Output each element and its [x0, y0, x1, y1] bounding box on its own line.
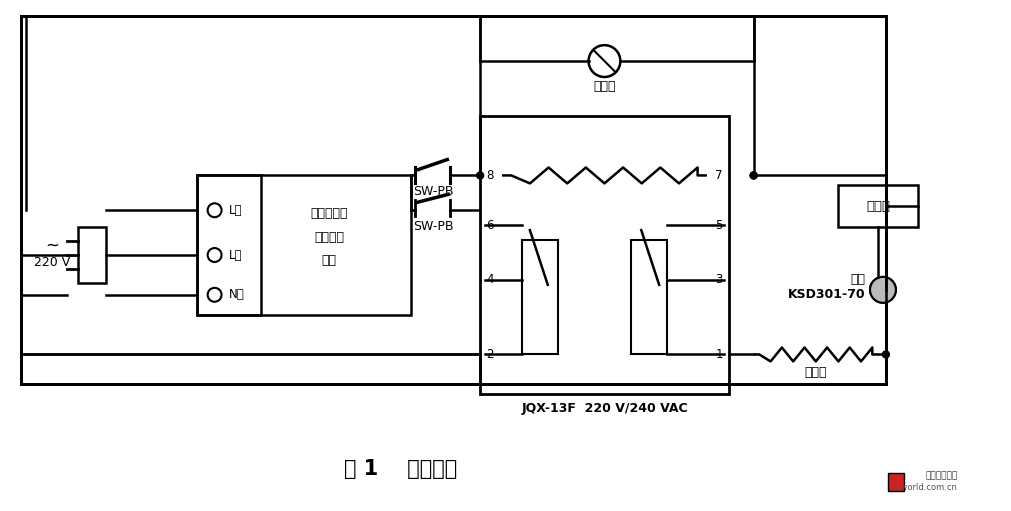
- Circle shape: [749, 172, 756, 179]
- Text: SW-PB: SW-PB: [412, 220, 453, 233]
- Text: ~: ~: [45, 236, 60, 254]
- Bar: [631, 240, 666, 355]
- Text: 2: 2: [485, 348, 493, 361]
- Bar: [20, 16, 885, 384]
- Text: 1: 1: [715, 348, 722, 361]
- Text: SW-PB: SW-PB: [412, 185, 453, 198]
- Text: 调温器: 调温器: [865, 200, 889, 213]
- Bar: [522, 240, 557, 355]
- Text: 电子工程世界: 电子工程世界: [924, 472, 956, 481]
- Text: 热释电红外: 热释电红外: [310, 207, 348, 220]
- Text: 7: 7: [715, 169, 722, 182]
- Text: 220 V: 220 V: [34, 257, 71, 269]
- Bar: [196, 175, 410, 315]
- Text: 6: 6: [485, 219, 493, 231]
- Circle shape: [882, 351, 889, 358]
- Bar: [78, 227, 106, 283]
- Bar: [20, 16, 885, 384]
- Circle shape: [476, 172, 483, 179]
- Text: 8: 8: [485, 169, 493, 182]
- Text: L出: L出: [228, 204, 242, 217]
- Text: 控制电路: 控制电路: [314, 230, 344, 244]
- Bar: [837, 185, 917, 227]
- Text: JQX-13F  220 V/240 VAC: JQX-13F 220 V/240 VAC: [521, 402, 687, 415]
- Text: 3: 3: [715, 273, 722, 286]
- Bar: [887, 473, 903, 491]
- Text: 温控: 温控: [849, 273, 864, 286]
- Text: 电热丝: 电热丝: [804, 366, 826, 379]
- Circle shape: [869, 277, 895, 303]
- Text: 4: 4: [485, 273, 493, 286]
- Bar: [196, 175, 261, 315]
- Text: L进: L进: [228, 248, 242, 262]
- Text: eeworld.com.cn: eeworld.com.cn: [890, 483, 956, 492]
- Text: KSD301-70: KSD301-70: [787, 288, 864, 301]
- Text: N进: N进: [228, 288, 244, 301]
- Text: 总成: 总成: [321, 254, 337, 267]
- Circle shape: [749, 172, 756, 179]
- Text: 指示灯: 指示灯: [592, 80, 615, 93]
- Bar: [479, 116, 728, 394]
- Text: 图 1    总体电路: 图 1 总体电路: [344, 459, 457, 479]
- Text: 5: 5: [715, 219, 722, 231]
